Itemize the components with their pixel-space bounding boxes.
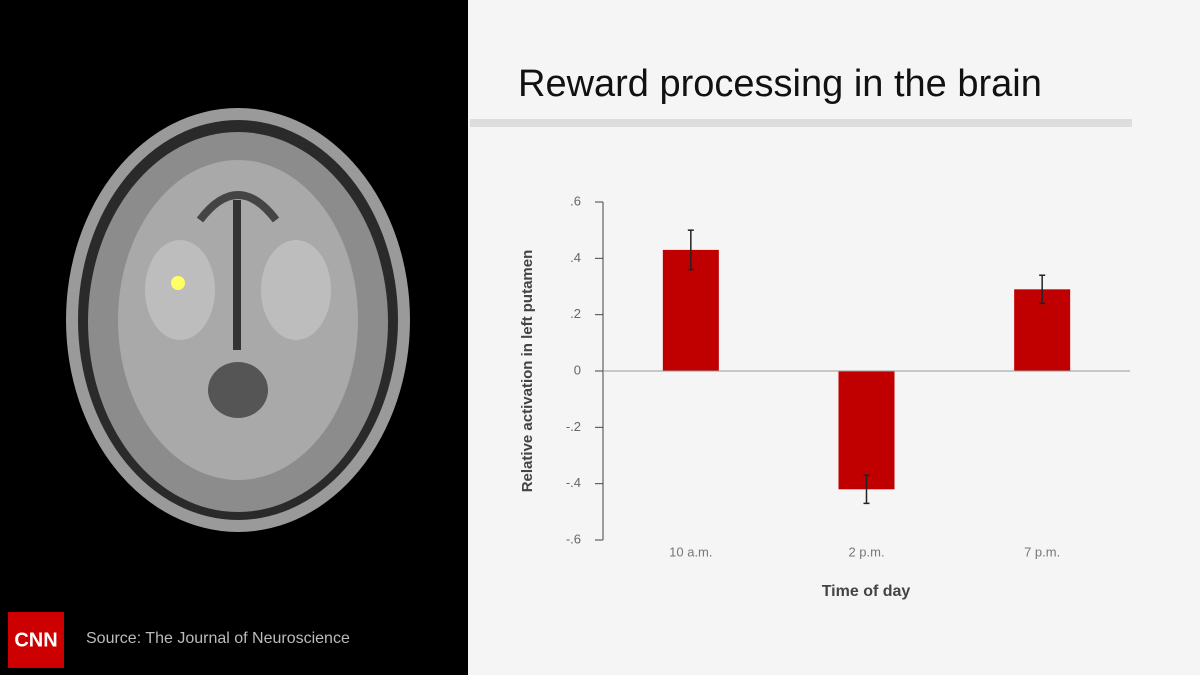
bar bbox=[838, 371, 895, 490]
error-bar bbox=[687, 229, 694, 271]
x-tick-label: 2 p.m. bbox=[848, 544, 884, 559]
y-tick-label: -.2 bbox=[566, 419, 581, 434]
error-bar bbox=[1039, 274, 1046, 305]
chart-title: Reward processing in the brain bbox=[518, 63, 1042, 105]
x-tick-label: 7 p.m. bbox=[1024, 544, 1060, 559]
y-tick-label: -.6 bbox=[566, 531, 581, 546]
y-tick-label: 0 bbox=[574, 362, 581, 377]
logo-box bbox=[8, 612, 64, 668]
y-tick-label: .4 bbox=[570, 250, 581, 265]
y-axis-label: Relative activation in left putamen bbox=[519, 250, 536, 493]
title-rule bbox=[470, 119, 1132, 127]
error-bar bbox=[863, 474, 870, 505]
x-tick-label: 10 a.m. bbox=[669, 544, 712, 559]
brain-scan bbox=[66, 108, 410, 532]
source: Source: The Journal of Neuroscience bbox=[86, 630, 350, 647]
y-tick-label: .2 bbox=[570, 306, 581, 321]
y-tick-label: .6 bbox=[570, 193, 581, 208]
logo: CNN bbox=[14, 629, 57, 651]
y-tick-label: -.4 bbox=[566, 475, 581, 490]
x-axis-label: Time of day bbox=[822, 583, 911, 600]
